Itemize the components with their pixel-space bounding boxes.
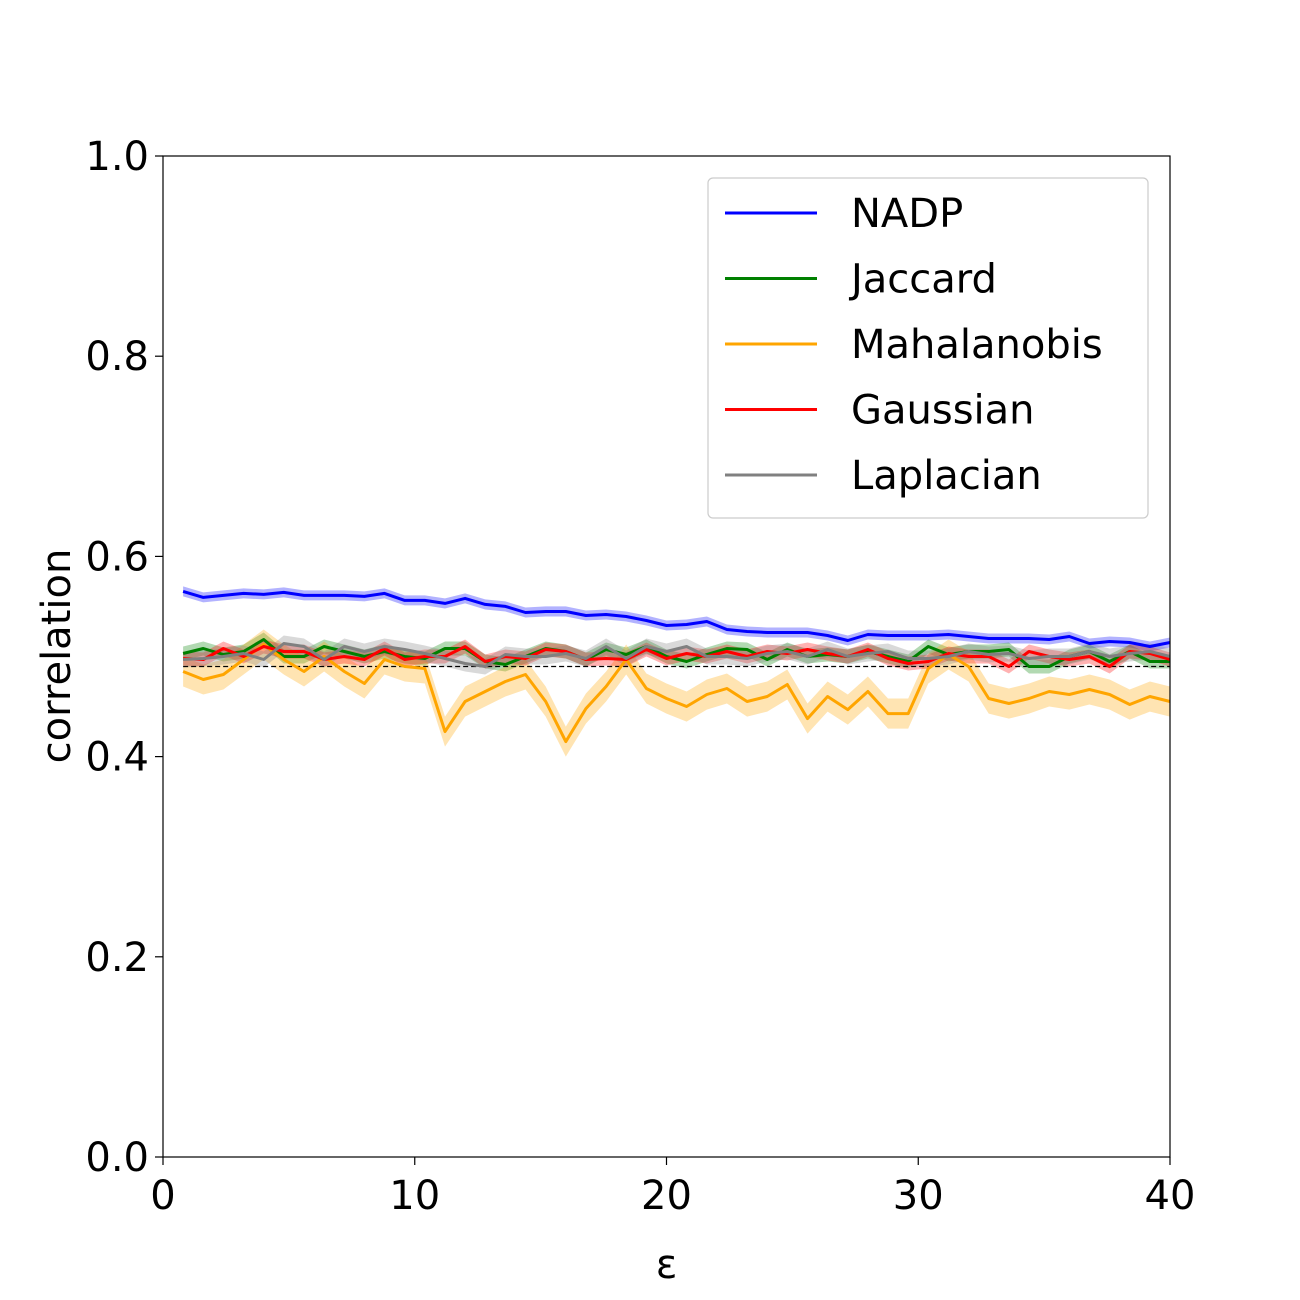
axis-ticks: 0 10 20 30 40 0.0 0.2 0.4 0.6 0.8 1.0: [85, 134, 1195, 1219]
legend-items: NADP Jaccard Mahalanobis Gaussian Laplacian: [725, 191, 1103, 499]
y-tick-label: 0.6: [85, 534, 149, 580]
legend-label-nadp: NADP: [851, 191, 963, 237]
series-line-nadp: [182, 589, 1171, 648]
series-line-mahalanobis: [182, 643, 1171, 744]
legend-label-jaccard: Jaccard: [848, 257, 997, 303]
y-tick-label: 0.8: [85, 334, 149, 380]
series-lines: [182, 589, 1171, 744]
legend: NADP Jaccard Mahalanobis Gaussian Laplacian: [707, 177, 1149, 519]
y-tick-label: 1.0: [85, 134, 149, 180]
x-tick-label: 30: [893, 1173, 944, 1219]
x-tick-label: 10: [389, 1173, 440, 1219]
legend-label-gaussian: Gaussian: [851, 388, 1035, 434]
legend-label-laplacian: Laplacian: [851, 453, 1042, 499]
band-mahalanobis: [183, 629, 1171, 757]
band-jaccard: [183, 632, 1171, 674]
legend-label-mahalanobis: Mahalanobis: [851, 322, 1103, 368]
y-tick-label: 0.0: [85, 1135, 149, 1181]
series-line-laplacian: [183, 642, 1171, 668]
y-tick-label: 0.2: [85, 935, 149, 981]
y-tick-label: 0.4: [85, 735, 149, 781]
x-tick-label: 40: [1145, 1173, 1196, 1219]
series-line-gaussian: [183, 645, 1171, 668]
x-tick-label: 20: [641, 1173, 692, 1219]
legend-frame: [707, 177, 1149, 519]
y-axis-label: correlation: [34, 549, 80, 764]
x-tick-label: 0: [150, 1173, 175, 1219]
x-axis-label: ε: [656, 1242, 678, 1288]
series-line-jaccard: [182, 638, 1170, 668]
